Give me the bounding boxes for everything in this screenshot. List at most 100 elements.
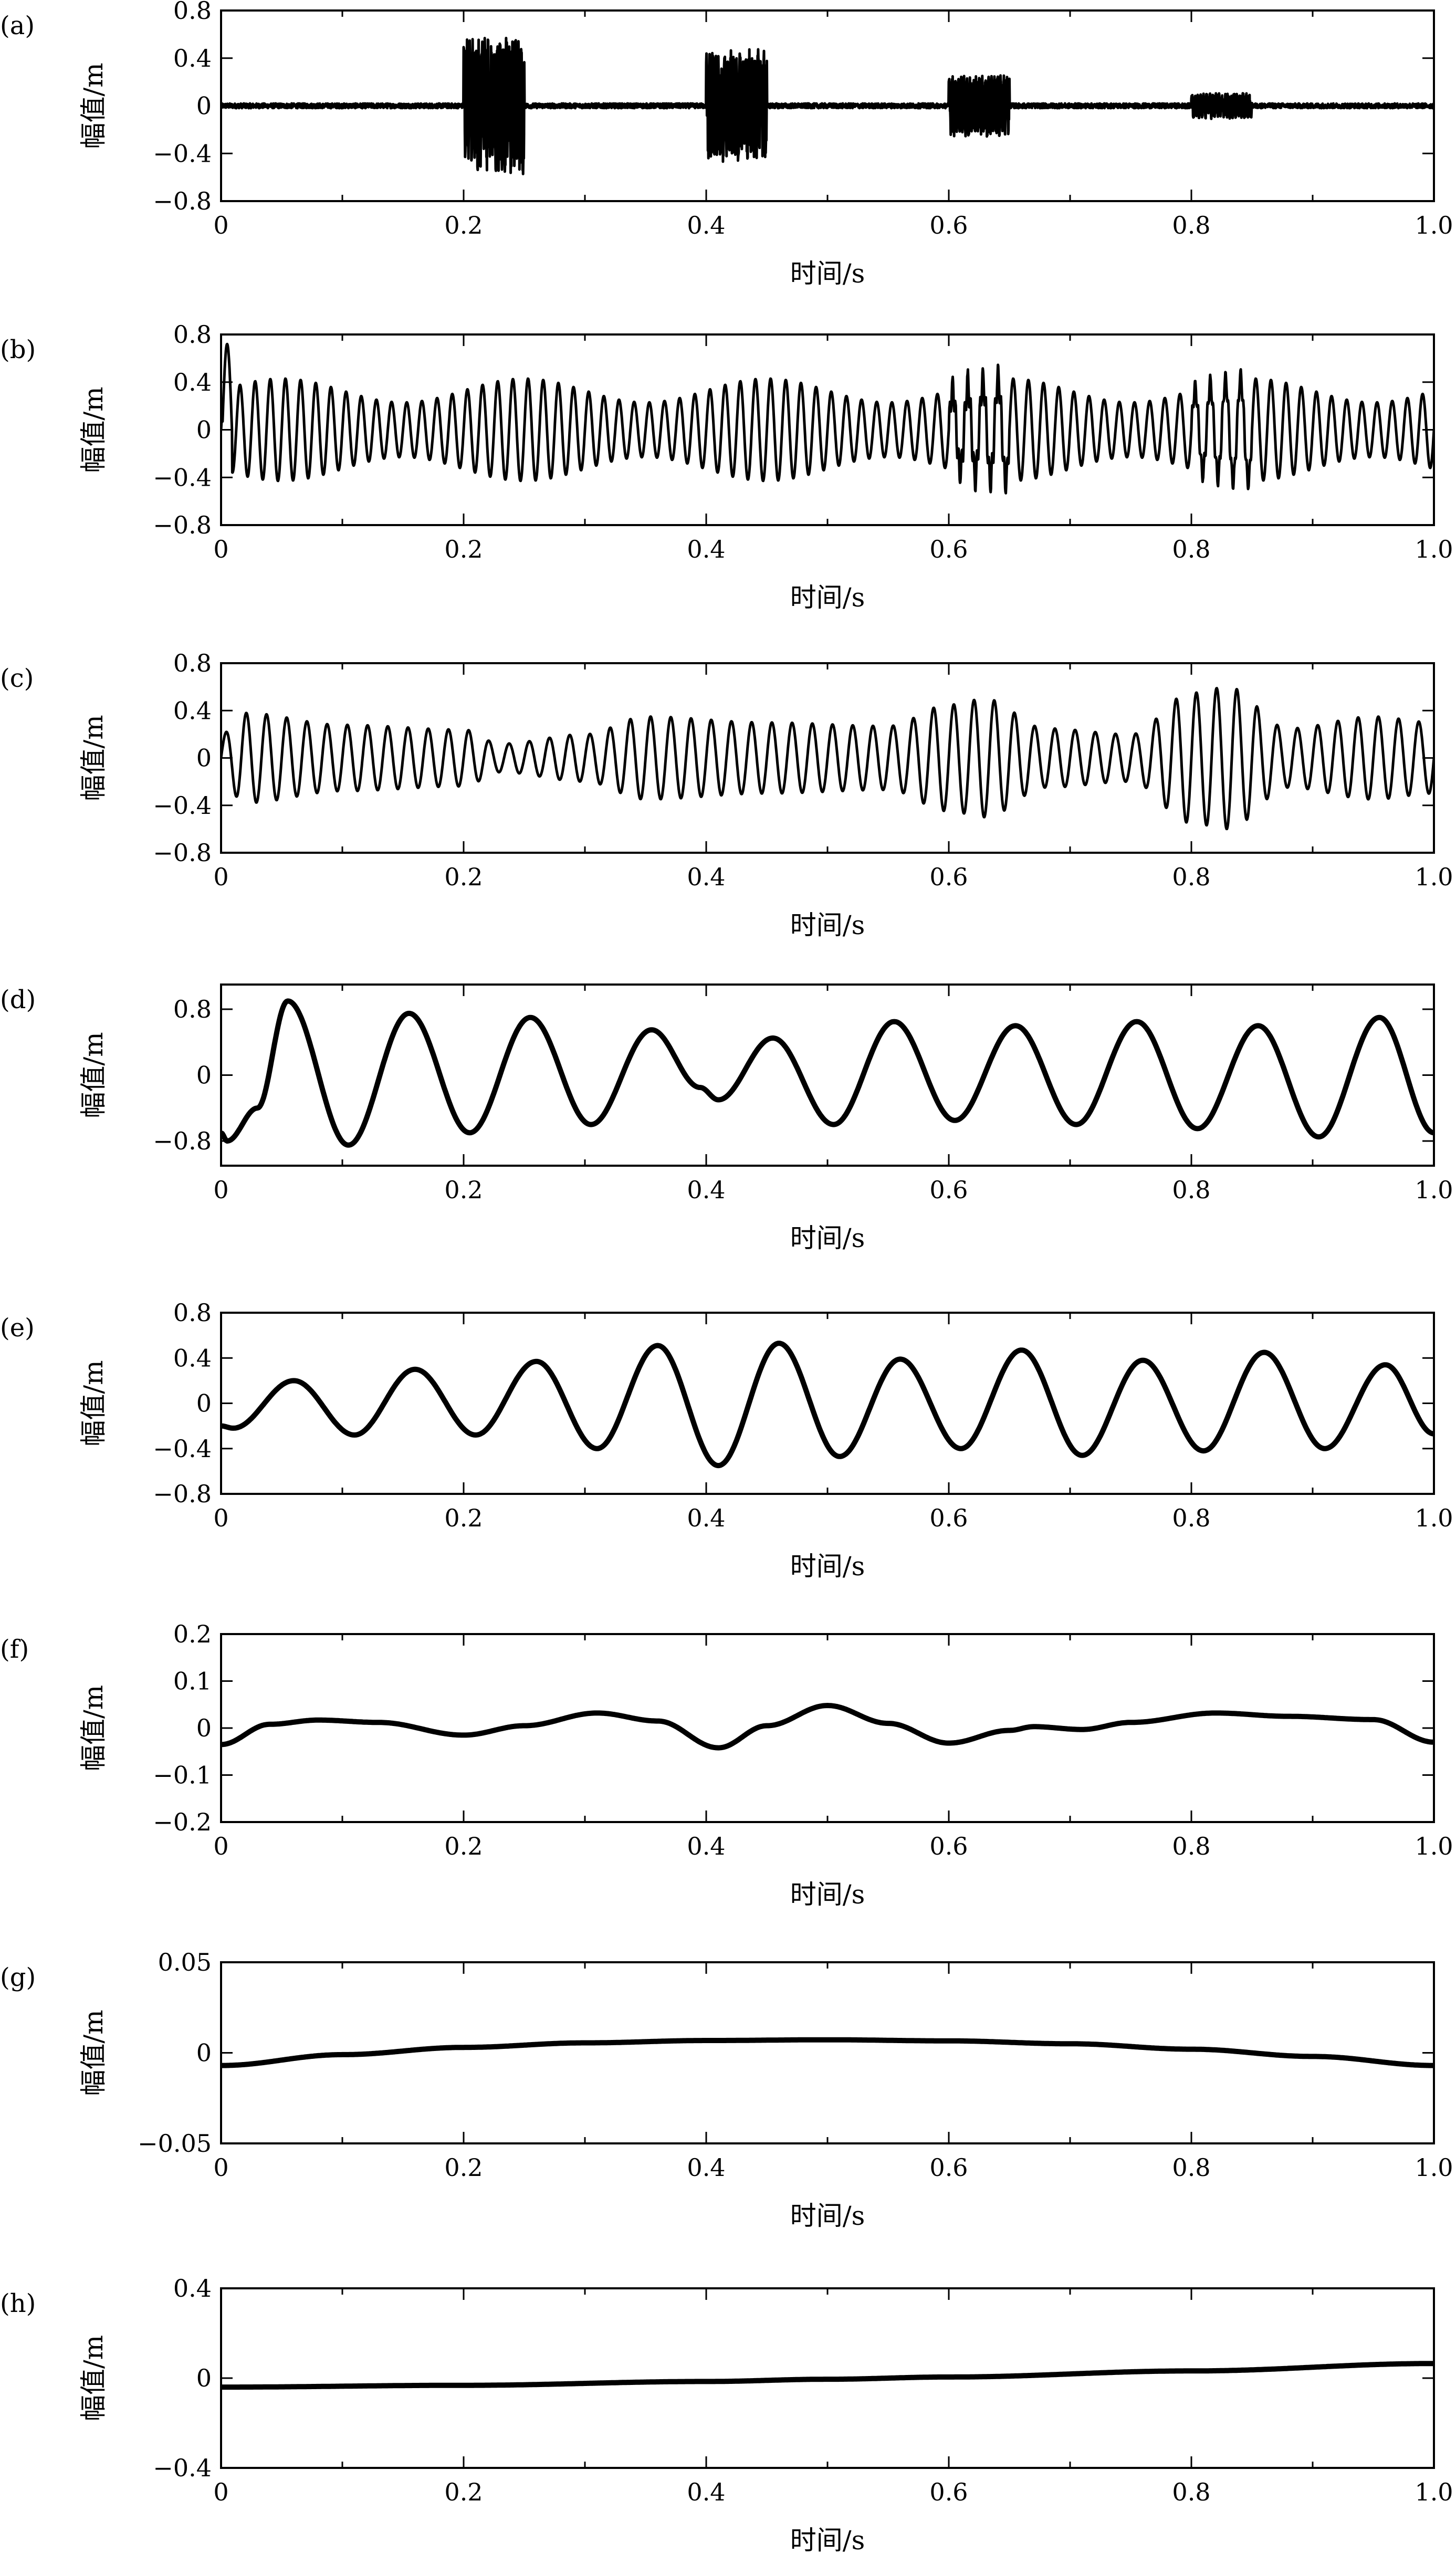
x-tick-label: 0.4	[687, 1832, 725, 1860]
x-tick-label: 0.2	[444, 2153, 483, 2182]
panel-label: (d)	[0, 985, 36, 1014]
y-tick-label: 0	[196, 92, 212, 120]
chart-panel-e: (e) 0 0.2 0.4 0.6 0.8 1.0 0.8 0.4 0 −0.4 −0.8 时间/s 幅值…	[0, 1299, 1453, 1582]
x-tick-label: 1.0	[1415, 2153, 1453, 2182]
x-axis-title: 时间/s	[790, 910, 865, 940]
x-axis-title: 时间/s	[790, 1223, 865, 1253]
x-tick-label: 0.8	[1172, 1504, 1210, 1532]
chart-panel-d: (d)0 0.2 0.4 0.6 0.8 1.00.80−0.8时间/s幅值/m	[0, 983, 1453, 1253]
x-axis-title: 时间/s	[790, 2201, 865, 2231]
y-tick-label: −0.8	[153, 839, 212, 867]
x-tick-label: 0.6	[929, 535, 968, 563]
y-tick-label: −0.4	[153, 2454, 212, 2482]
x-tick-label: 1.0	[1415, 2478, 1453, 2506]
x-tick-label: 0	[213, 1832, 228, 1860]
series-line	[221, 1703, 1434, 1751]
x-tick-label: 0	[213, 2478, 228, 2506]
x-tick-label: 0	[213, 1176, 228, 1204]
x-tick-label: 0	[213, 1504, 228, 1532]
panel-label: (e)	[0, 1313, 35, 1343]
y-axis-title: 幅值/m	[78, 62, 109, 149]
x-tick-label: 0.6	[929, 2153, 968, 2182]
chart-panel-a: (a) 0 0.2 0.4 0.6 0.8 1.0 0.8 0.4 0 −0.4 −0.8 时间/s 幅值…	[0, 0, 1453, 289]
x-tick-label: 0.8	[1172, 863, 1210, 891]
x-tick-label: 0.8	[1172, 1832, 1210, 1860]
y-tick-label: −0.4	[153, 1435, 212, 1463]
series-line	[221, 37, 1434, 175]
x-tick-label: 0	[213, 211, 228, 239]
x-tick-label: 0.8	[1172, 2153, 1210, 2182]
x-tick-label: 0	[213, 2153, 228, 2182]
y-tick-label: −0.8	[153, 187, 212, 215]
x-tick-label: 0.6	[929, 2478, 968, 2506]
x-tick-label: 0.2	[444, 2478, 483, 2506]
y-tick-label: 0.8	[173, 995, 212, 1023]
panel-label: (c)	[0, 664, 34, 693]
x-axis-title: 时间/s	[790, 1879, 865, 1910]
x-tick-label: 0.6	[929, 1176, 968, 1204]
panel-label: (f)	[0, 1635, 29, 1664]
y-tick-label: −0.4	[153, 791, 212, 820]
x-tick-label: 0.8	[1172, 211, 1210, 239]
y-tick-label: −0.8	[153, 1480, 212, 1508]
y-tick-label: 0.2	[173, 1620, 212, 1648]
y-tick-label: 0.4	[173, 1344, 212, 1372]
chart-panel-b: (b) 0 0.2 0.4 0.6 0.8 1.0 0.8 0.4 0 −0.4 −0.8 时间/s 幅值…	[0, 320, 1453, 613]
y-tick-label: −0.1	[153, 1761, 212, 1789]
x-tick-label: 0.8	[1172, 2478, 1210, 2506]
x-axis-title: 时间/s	[790, 2525, 865, 2556]
x-tick-label: 0.8	[1172, 1176, 1210, 1204]
y-axis-title: 幅值/m	[78, 1685, 109, 1771]
y-tick-label: 0	[196, 1714, 212, 1742]
x-tick-label: 0.4	[687, 2478, 725, 2506]
y-tick-label: −0.8	[153, 1127, 212, 1155]
y-tick-label: 0.4	[173, 44, 212, 72]
panel-label: (a)	[0, 11, 35, 40]
x-tick-label: 0.6	[929, 1832, 968, 1860]
x-tick-label: 0	[213, 535, 228, 563]
x-tick-label: 0.4	[687, 211, 725, 239]
x-tick-label: 1.0	[1415, 1176, 1453, 1204]
x-axis-title: 时间/s	[790, 1551, 865, 1582]
x-tick-label: 0.6	[929, 863, 968, 891]
y-tick-label: 0.4	[173, 368, 212, 396]
x-tick-label: 0.2	[444, 863, 483, 891]
x-tick-label: 0.4	[687, 1504, 725, 1532]
plot-frame	[220, 1633, 1435, 1823]
x-tick-label: 0.2	[444, 1832, 483, 1860]
y-axis-title: 幅值/m	[78, 1360, 109, 1446]
x-tick-label: 0.2	[444, 1504, 483, 1532]
x-tick-label: 0.2	[444, 535, 483, 563]
y-tick-label: 0	[196, 2364, 212, 2392]
y-tick-label: 0	[196, 744, 212, 772]
x-tick-label: 1.0	[1415, 1504, 1453, 1532]
plot-frame	[220, 983, 1435, 1167]
x-axis-title: 时间/s	[790, 258, 865, 289]
x-tick-label: 0.4	[687, 2153, 725, 2182]
y-tick-label: 0	[196, 416, 212, 444]
series-line	[221, 687, 1434, 831]
x-tick-label: 1.0	[1415, 211, 1453, 239]
y-tick-label: 0.8	[173, 649, 212, 677]
y-tick-label: 0	[196, 2039, 212, 2067]
y-axis-title: 幅值/m	[78, 2010, 109, 2096]
chart-panel-h: (h)0 0.2 0.4 0.6 0.8 1.00.40−0.4时间/s幅值/m	[0, 2274, 1453, 2556]
x-tick-label: 0.4	[687, 863, 725, 891]
y-tick-label: −0.2	[153, 1808, 212, 1836]
series-line	[221, 1341, 1434, 1469]
y-axis-title: 幅值/m	[78, 386, 109, 473]
x-tick-label: 1.0	[1415, 535, 1453, 563]
y-tick-label: −0.4	[153, 463, 212, 491]
y-tick-label: −0.8	[153, 511, 212, 539]
chart-panel-c: (c) 0 0.2 0.4 0.6 0.8 1.0 0.8 0.4 0 −0.4 −0.8 时间/s 幅值…	[0, 649, 1453, 940]
y-axis-title: 幅值/m	[78, 715, 109, 801]
series-line	[221, 2037, 1434, 2068]
series-line	[221, 342, 1434, 495]
x-tick-label: 1.0	[1415, 863, 1453, 891]
x-tick-label: 0.2	[444, 1176, 483, 1204]
plot-frame	[220, 1312, 1435, 1495]
panel-label: (g)	[0, 1963, 36, 1992]
series-line	[221, 998, 1434, 1148]
x-tick-label: 0.8	[1172, 535, 1210, 563]
